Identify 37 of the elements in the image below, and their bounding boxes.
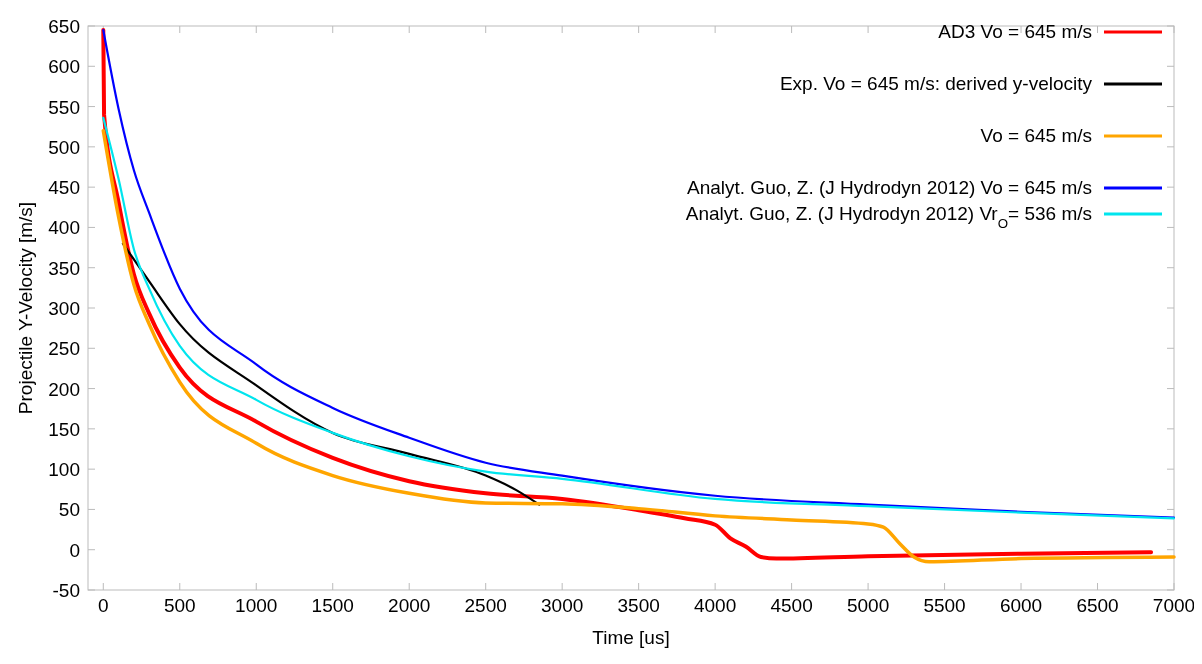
x-tick-label: 1500 [311, 595, 354, 616]
y-tick-label: 50 [58, 499, 80, 521]
legend-label: Analyt. Guo, Z. (J Hydrodyn 2012) Vo = 645 m/s [686, 177, 1092, 198]
y-tick-label: 650 [48, 16, 80, 37]
x-tick-label: 2000 [388, 595, 431, 616]
y-tick-label: 200 [48, 378, 80, 400]
y-tick-label: 450 [48, 177, 80, 199]
x-tick-label: 5500 [923, 595, 966, 616]
legend-label: Vo = 645 m/s [980, 125, 1092, 146]
y-tick-label: 0 [69, 539, 80, 561]
x-tick-label: 4000 [693, 595, 737, 616]
y-tick-label: 550 [48, 96, 80, 118]
x-tick-label: 3500 [617, 595, 660, 616]
x-tick-label: 500 [163, 595, 196, 616]
y-tick-label: 300 [48, 298, 80, 319]
y-tick-label: 350 [48, 257, 80, 279]
x-tick-label: 3000 [541, 595, 584, 616]
x-tick-label: 6500 [1076, 595, 1119, 616]
x-tick-label: 6000 [999, 595, 1043, 616]
y-tick-label: -50 [52, 580, 80, 601]
x-tick-label: 5000 [846, 595, 890, 616]
y-tick-label: 100 [48, 459, 80, 481]
y-tick-label: 500 [48, 136, 80, 158]
x-axis-title: Time [us] [592, 627, 670, 648]
y-axis-title: Projectile Y-Velocity [m/s] [15, 201, 36, 415]
y-tick-label: 250 [48, 338, 80, 360]
y-tick-label: 600 [48, 56, 80, 78]
y-tick-label: 400 [48, 217, 80, 239]
x-tick-label: 7000 [1152, 595, 1196, 616]
x-tick-label: 2500 [464, 595, 507, 616]
x-tick-label: 0 [98, 595, 109, 616]
x-tick-label: 1000 [235, 595, 278, 616]
legend-label: Exp. Vo = 645 m/s: derived y-velocity [779, 73, 1093, 94]
text: AD3 Vo = 645 m/s [938, 21, 1092, 42]
x-tick-label: 4500 [770, 595, 813, 616]
y-tick-label: 150 [48, 418, 80, 440]
legend-label: Analyt. Guo, Z. (J Hydrodyn 2012) Vr$_{O}$= 536 m/s [685, 203, 1092, 231]
